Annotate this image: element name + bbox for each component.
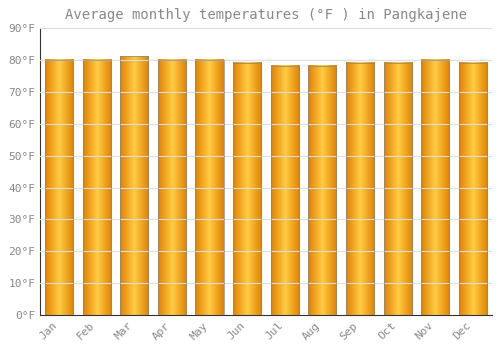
Bar	[308, 66, 336, 315]
Title: Average monthly temperatures (°F ) in Pangkajene: Average monthly temperatures (°F ) in Pa…	[65, 8, 467, 22]
Bar	[233, 63, 261, 315]
Bar	[45, 60, 73, 315]
Bar	[458, 63, 487, 315]
Bar	[120, 56, 148, 315]
Bar	[384, 63, 411, 315]
Bar	[158, 60, 186, 315]
Bar	[196, 60, 224, 315]
Bar	[82, 60, 110, 315]
Bar	[270, 66, 299, 315]
Bar	[346, 63, 374, 315]
Bar	[421, 60, 450, 315]
